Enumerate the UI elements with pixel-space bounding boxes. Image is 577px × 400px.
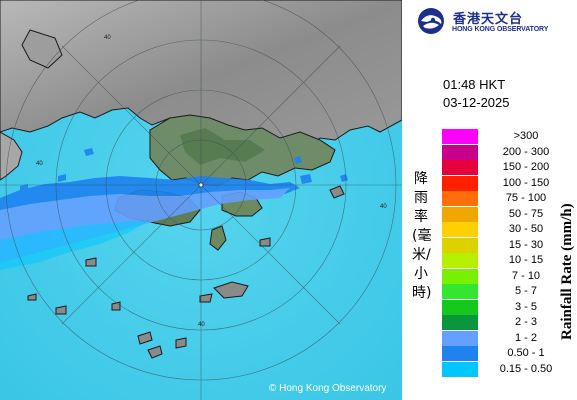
range-ring-label: 40	[380, 204, 387, 210]
range-ring-label: 40	[198, 322, 205, 328]
island	[199, 293, 213, 303]
legend-swatch	[442, 129, 478, 144]
legend-label: 100 - 150	[502, 176, 550, 189]
legend-swatch	[442, 299, 478, 315]
legend-label: 10 - 15	[508, 254, 544, 266]
radar-station-marker	[198, 182, 204, 188]
west-island	[21, 29, 63, 69]
legend-label: 1 - 2	[514, 331, 537, 344]
legend-swatch	[442, 268, 478, 284]
legend-swatch	[442, 284, 478, 299]
lamma-island	[209, 225, 227, 251]
legend-swatch	[442, 160, 478, 175]
legend-swatch	[442, 222, 478, 237]
legend-label: 30 - 50	[508, 223, 544, 235]
legend-label: 0.15 - 0.50	[499, 362, 553, 375]
legend-swatch	[442, 144, 478, 160]
legend-title-chinese: 降雨率(毫米/小時)	[412, 171, 432, 301]
organization-name-chinese: 香港天文台	[453, 12, 524, 27]
info-panel: 香港天文台 HONG KONG OBSERVATORY 01:48 HKT 03…	[402, 0, 577, 400]
legend-swatch	[442, 253, 478, 268]
island	[27, 293, 37, 301]
legend-swatch	[442, 330, 478, 346]
legend-row: >300	[442, 129, 572, 144]
legend-row: 50 - 75	[442, 206, 572, 222]
western-coast	[0, 131, 23, 181]
legend-swatch	[442, 346, 478, 361]
legend-row: 30 - 50	[442, 222, 572, 237]
legend-label: 0.50 - 1	[507, 347, 545, 359]
legend-row: 3 - 5	[442, 299, 572, 315]
range-ring-label: 40	[104, 35, 111, 41]
legend-row: 5 - 7	[442, 284, 572, 299]
legend-swatch	[442, 237, 478, 253]
organization-name-english: HONG KONG OBSERVATORY	[452, 26, 549, 33]
legend-row: 150 - 200	[442, 160, 572, 175]
legend-row: 2 - 3	[442, 315, 572, 330]
legend-swatch	[442, 175, 478, 191]
island	[111, 301, 121, 311]
legend-label: 7 - 10	[511, 269, 541, 282]
legend-row: 1 - 2	[442, 330, 572, 346]
copyright-notice: © Hong Kong Observatory	[269, 383, 387, 394]
legend-label: 5 - 7	[514, 285, 537, 297]
legend-row: 10 - 15	[442, 253, 572, 268]
rain-band	[0, 148, 348, 270]
island	[55, 305, 67, 315]
legend-swatch	[442, 191, 478, 206]
legend-label: 200 - 300	[502, 145, 550, 158]
legend-row: 0.15 - 0.50	[442, 361, 572, 377]
island	[85, 257, 97, 267]
observation-date: 03-12-2025	[443, 95, 510, 110]
observation-time: 01:48 HKT	[443, 77, 506, 92]
island	[147, 345, 163, 359]
legend-swatch	[442, 361, 478, 377]
island	[213, 281, 249, 299]
legend-title-english: Rainfall Rate (mm/h)	[559, 203, 575, 340]
legend-row: 75 - 100	[442, 191, 572, 206]
island	[329, 185, 345, 199]
legend-swatch	[442, 315, 478, 330]
range-ring-label: 40	[36, 161, 43, 167]
island	[259, 237, 271, 247]
legend-row: 100 - 150	[442, 175, 572, 191]
legend-label: 15 - 30	[508, 238, 544, 251]
legend-label: 75 - 100	[505, 192, 547, 204]
legend-row: 15 - 30	[442, 237, 572, 253]
radar-map: 40 40 40 40 © Hong Kong Observatory	[0, 0, 402, 400]
legend-label: 2 - 3	[514, 316, 537, 328]
legend-row: 200 - 300	[442, 144, 572, 160]
legend-row: 0.50 - 1	[442, 346, 572, 361]
legend-label: 50 - 75	[508, 207, 544, 220]
legend-row: 7 - 10	[442, 268, 572, 284]
legend-label: >300	[513, 130, 539, 142]
hko-emblem-icon	[418, 8, 444, 34]
island	[175, 337, 187, 349]
legend-label: 150 - 200	[502, 161, 550, 173]
island	[137, 331, 153, 345]
hko-logo[interactable]	[413, 6, 577, 36]
legend-label: 3 - 5	[514, 300, 537, 313]
legend-swatch	[442, 206, 478, 222]
